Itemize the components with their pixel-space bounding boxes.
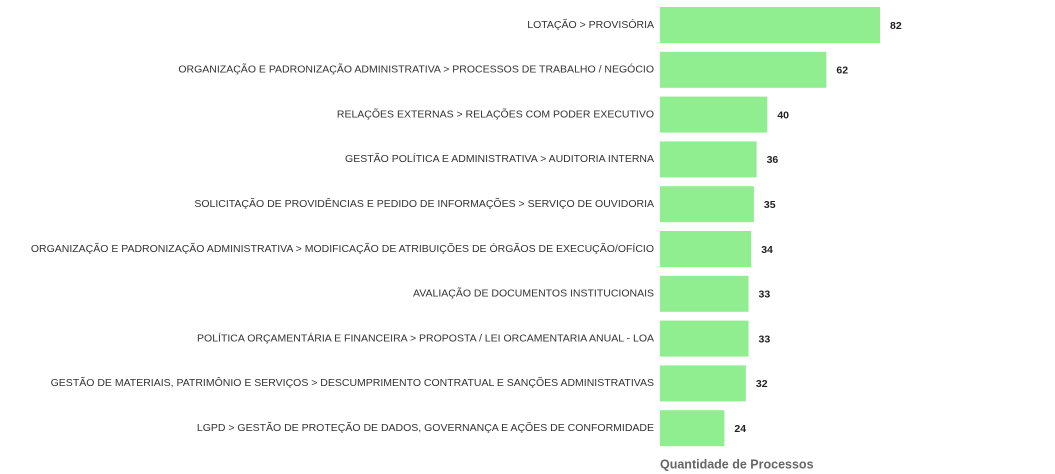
bar xyxy=(660,365,746,402)
bar xyxy=(660,186,754,223)
category-label: RELAÇÕES EXTERNAS > RELAÇÕES COM PODER E… xyxy=(337,107,654,120)
value-label: 40 xyxy=(777,109,789,121)
bar xyxy=(660,51,827,88)
value-label: 33 xyxy=(759,333,771,345)
value-label: 33 xyxy=(759,289,771,301)
value-label: 82 xyxy=(890,20,902,32)
value-label: 34 xyxy=(761,244,773,256)
bar xyxy=(660,96,768,133)
category-label: LOTAÇÃO > PROVISÓRIA xyxy=(527,18,654,31)
bar xyxy=(660,410,725,447)
value-label: 36 xyxy=(767,154,779,166)
x-axis-label: Quantidade de Processos xyxy=(660,457,814,471)
category-label: POLÍTICA ORÇAMENTÁRIA E FINANCEIRA > PRO… xyxy=(197,331,654,344)
bar xyxy=(660,141,757,178)
category-label: LGPD > GESTÃO DE PROTEÇÃO DE DADOS, GOVE… xyxy=(197,421,654,434)
bar xyxy=(660,275,749,312)
value-label: 35 xyxy=(764,199,776,211)
bar xyxy=(660,320,749,357)
value-label: 62 xyxy=(836,65,848,77)
category-label: ORGANIZAÇÃO E PADRONIZAÇÃO ADMINISTRATIV… xyxy=(178,63,654,76)
value-label: 32 xyxy=(756,378,768,390)
category-label: GESTÃO POLÍTICA E ADMINISTRATIVA > AUDIT… xyxy=(345,152,654,165)
bar xyxy=(660,7,881,43)
value-label: 24 xyxy=(734,423,746,435)
category-label: ORGANIZAÇÃO E PADRONIZAÇÃO ADMINISTRATIV… xyxy=(31,242,654,255)
bar xyxy=(660,231,752,267)
category-label: AVALIAÇÃO DE DOCUMENTOS INSTITUCIONAIS xyxy=(413,287,654,300)
category-label: GESTÃO DE MATERIAIS, PATRIMÔNIO E SERVIÇ… xyxy=(51,376,654,389)
category-label: SOLICITAÇÃO DE PROVIDÊNCIAS E PEDIDO DE … xyxy=(194,197,654,210)
